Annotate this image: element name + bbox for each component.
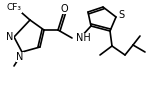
Text: NH: NH — [76, 33, 91, 43]
Text: S: S — [118, 10, 124, 20]
Text: N: N — [6, 32, 14, 42]
Text: O: O — [60, 4, 68, 14]
Text: N: N — [16, 52, 24, 62]
Text: CF₃: CF₃ — [7, 3, 22, 13]
